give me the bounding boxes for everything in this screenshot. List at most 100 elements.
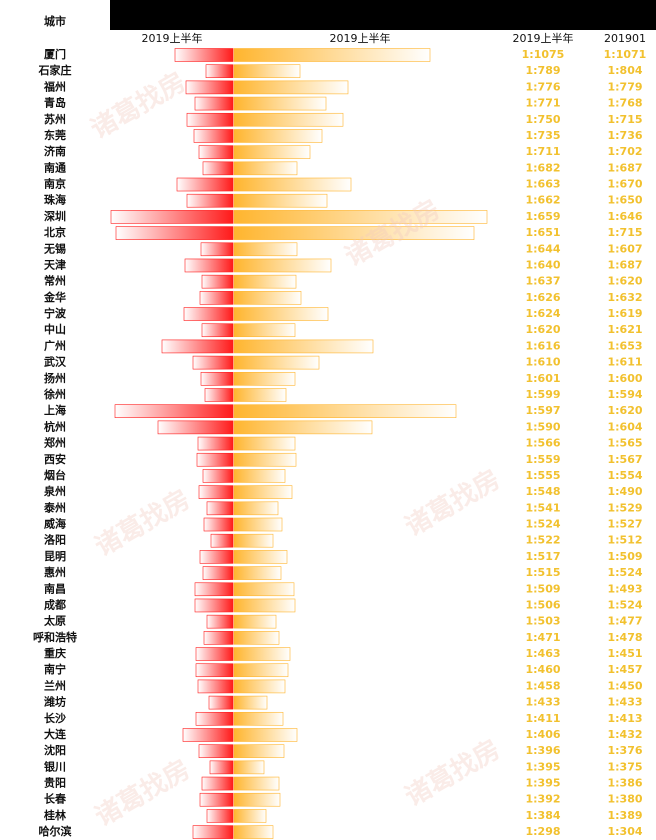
bar-right xyxy=(233,760,265,775)
bar-right xyxy=(233,631,280,645)
bar-left xyxy=(201,274,234,289)
city-label: 苏州 xyxy=(44,112,66,126)
bar-right xyxy=(233,64,301,78)
column-header: 201901 xyxy=(604,32,646,45)
bar-left xyxy=(185,80,234,95)
bar-left xyxy=(206,501,234,516)
ratio-label: 1:663 xyxy=(525,178,560,191)
ratio-label: 1:599 xyxy=(525,388,560,401)
ratio-label: 1:590 xyxy=(525,420,560,433)
ratio-label: 1:411 xyxy=(525,712,560,725)
column-header: 2019上半年 xyxy=(330,31,391,45)
ratio-label: 1:477 xyxy=(607,615,642,628)
bar-right xyxy=(233,485,293,499)
bar-right xyxy=(233,792,281,807)
bar-left xyxy=(195,647,234,661)
ratio-label: 1:594 xyxy=(607,388,642,401)
city-label: 中山 xyxy=(44,322,66,336)
ratio-label: 1:375 xyxy=(607,760,642,773)
ratio-label: 1:406 xyxy=(525,728,560,741)
header-band xyxy=(110,0,656,30)
bar-right xyxy=(233,339,374,354)
city-label: 泉州 xyxy=(43,484,66,498)
ratio-label: 1:616 xyxy=(525,339,560,352)
ratio-label: 1:493 xyxy=(607,582,642,595)
ratio-label: 1:653 xyxy=(607,339,642,352)
ratio-label: 1:559 xyxy=(525,453,560,466)
ratio-label: 1:450 xyxy=(607,679,642,692)
ratio-label: 1:478 xyxy=(607,631,642,644)
ratio-label: 1:517 xyxy=(525,550,560,563)
ratio-label: 1:682 xyxy=(525,161,560,174)
bar-right xyxy=(233,744,285,758)
ratio-label: 1:670 xyxy=(607,178,642,191)
ratio-label: 1:457 xyxy=(607,663,642,676)
ratio-label: 1:298 xyxy=(525,825,560,838)
city-label: 泰州 xyxy=(43,500,66,514)
ratio-label: 1:626 xyxy=(525,291,560,304)
bar-right xyxy=(233,404,457,418)
ratio-label: 1:779 xyxy=(607,80,642,93)
bar-left xyxy=(192,355,234,370)
bar-left xyxy=(161,339,234,354)
bar-left xyxy=(196,452,234,467)
bar-left xyxy=(192,825,234,839)
bar-left xyxy=(205,64,234,78)
city-label: 石家庄 xyxy=(38,63,72,77)
bar-right xyxy=(233,210,488,224)
ratio-label: 1:597 xyxy=(525,404,560,417)
bar-right xyxy=(233,809,267,823)
bar-left xyxy=(186,193,234,208)
city-label: 北京 xyxy=(44,225,66,239)
ratio-label: 1:687 xyxy=(607,161,642,174)
ratio-label: 1:624 xyxy=(525,307,560,320)
city-label: 烟台 xyxy=(44,468,66,482)
bar-right xyxy=(233,112,344,127)
city-label: 西安 xyxy=(44,452,66,466)
bar-left xyxy=(157,420,234,435)
bar-left xyxy=(202,161,234,176)
bar-right xyxy=(233,193,328,208)
city-label: 惠州 xyxy=(44,565,66,579)
city-label: 宁波 xyxy=(44,306,67,320)
bar-left xyxy=(200,371,234,386)
ratio-label: 1:515 xyxy=(525,566,560,579)
ratio-label: 1:524 xyxy=(607,566,642,579)
city-label: 桂林 xyxy=(43,808,66,822)
bar-left xyxy=(201,323,234,338)
ratio-label: 1:711 xyxy=(525,145,560,158)
city-label: 青岛 xyxy=(44,96,66,110)
ratio-label: 1:509 xyxy=(525,582,560,595)
ratio-label: 1:503 xyxy=(525,615,560,628)
bar-left xyxy=(186,112,234,127)
ratio-label: 1:619 xyxy=(607,307,642,320)
ratio-label: 1:566 xyxy=(525,437,560,450)
ratio-label: 1:463 xyxy=(525,647,560,660)
bar-left xyxy=(199,792,234,807)
ratio-label: 1:432 xyxy=(607,728,642,741)
bar-left xyxy=(210,533,234,548)
ratio-label: 1:789 xyxy=(525,64,560,77)
ratio-label: 1:620 xyxy=(607,275,642,288)
bar-left xyxy=(203,517,234,532)
city-label: 无锡 xyxy=(43,241,66,255)
ratio-label: 1:644 xyxy=(525,242,560,255)
watermark: 诸葛找房 xyxy=(400,735,505,813)
ratio-label: 1:604 xyxy=(607,420,642,433)
city-label: 东莞 xyxy=(44,128,66,142)
bar-left xyxy=(206,809,234,823)
bar-left xyxy=(114,404,234,418)
bar-left xyxy=(201,776,234,791)
ratio-label: 1:621 xyxy=(607,323,642,336)
ratio-label: 1:509 xyxy=(607,550,642,563)
bar-right xyxy=(233,420,373,435)
ratio-label: 1:506 xyxy=(525,598,560,611)
ratio-label: 1:768 xyxy=(607,97,642,110)
bar-right xyxy=(233,679,286,694)
bar-right xyxy=(233,436,296,451)
ratio-label: 1:640 xyxy=(525,258,560,271)
bar-left xyxy=(200,242,234,257)
city-label: 长沙 xyxy=(44,711,66,725)
watermark: 诸葛找房 xyxy=(86,67,191,145)
